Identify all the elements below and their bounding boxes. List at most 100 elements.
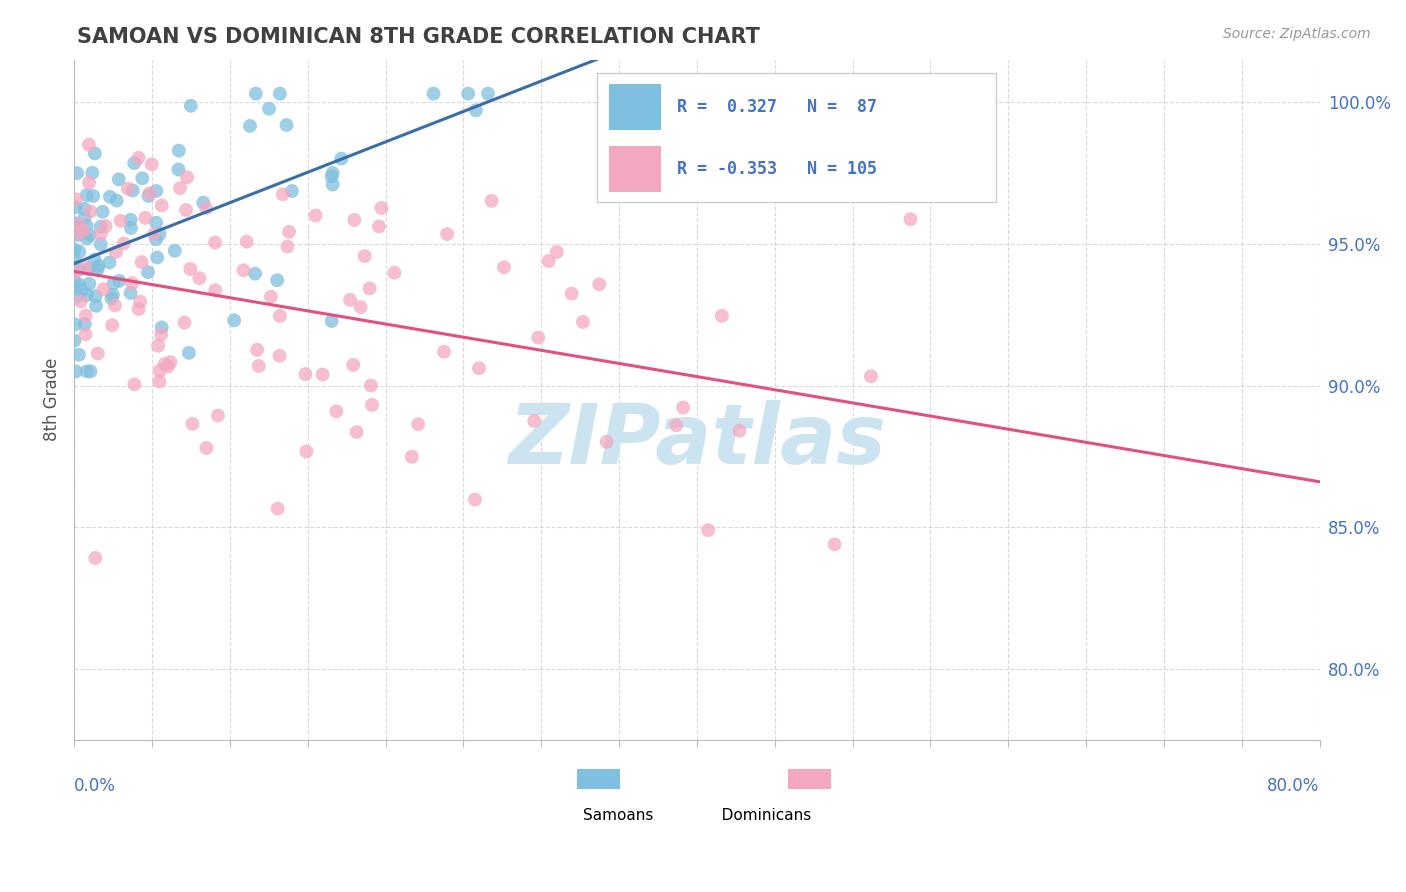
Point [368,219,391,234]
Point [75,260,97,274]
Point [67,219,90,234]
Point [195,441,218,455]
Point [90,237,112,252]
Point [73,202,96,216]
Point [159,355,181,369]
Point [65,192,87,206]
Point [276,239,298,253]
Y-axis label: 8th Grade: 8th Grade [44,358,60,442]
Point [67,348,90,362]
Point [150,327,173,342]
Point [295,444,318,458]
Point [117,181,139,195]
Point [321,314,343,328]
Point [105,194,128,208]
Point [131,255,153,269]
Point [77,176,100,190]
Point [63,243,86,257]
Point [188,271,211,285]
Point [572,315,595,329]
Point [232,263,254,277]
Point [246,343,269,357]
Point [90,219,112,234]
Point [143,227,166,241]
Point [79,364,101,378]
Point [73,317,96,331]
Point [294,367,316,381]
Point [235,235,257,249]
Point [266,273,288,287]
Point [98,190,121,204]
Point [481,194,503,208]
Point [322,178,344,192]
Point [193,195,215,210]
Point [900,212,922,227]
Point [110,213,132,227]
Point [67,226,90,240]
Point [108,274,131,288]
Point [146,339,169,353]
Point [276,118,298,132]
Point [120,221,142,235]
Point [100,292,122,306]
Point [325,404,347,418]
Point [457,87,479,101]
Point [269,309,291,323]
Point [120,212,142,227]
Point [63,252,86,267]
Point [464,103,486,118]
Point [245,87,267,101]
Point [492,260,515,275]
Point [87,259,110,273]
Point [321,169,343,184]
Point [131,171,153,186]
Point [121,277,143,291]
Point [169,181,191,195]
Point [561,286,583,301]
Point [177,346,200,360]
Point [79,204,101,219]
Point [87,346,110,360]
Point [157,359,180,374]
Text: ZIPatlas: ZIPatlas [508,400,886,481]
Point [247,359,270,373]
Point [346,425,368,439]
Point [672,401,695,415]
Point [76,188,98,202]
Point [207,409,229,423]
Point [77,262,100,277]
Point [342,358,364,372]
Point [104,245,127,260]
Point [150,320,173,334]
Point [63,318,86,332]
Point [546,245,568,260]
Point [359,281,381,295]
Point [121,184,143,198]
Point [436,227,458,241]
Point [173,316,195,330]
Point [150,198,173,212]
Point [149,227,172,242]
Point [79,228,101,243]
Point [523,414,546,428]
Point [86,262,108,277]
Point [167,162,190,177]
Point [269,87,291,101]
Point [101,287,124,301]
Point [67,244,90,259]
Point [69,294,91,309]
Point [79,277,101,291]
Point [146,251,169,265]
Point [69,277,91,292]
Point [91,204,114,219]
Point [537,254,560,268]
Point [163,244,186,258]
Point [527,330,550,344]
Point [104,298,127,312]
Point [128,151,150,165]
Point [595,434,617,449]
Point [73,211,96,225]
Point [66,166,89,180]
Point [93,282,115,296]
Point [180,99,202,113]
